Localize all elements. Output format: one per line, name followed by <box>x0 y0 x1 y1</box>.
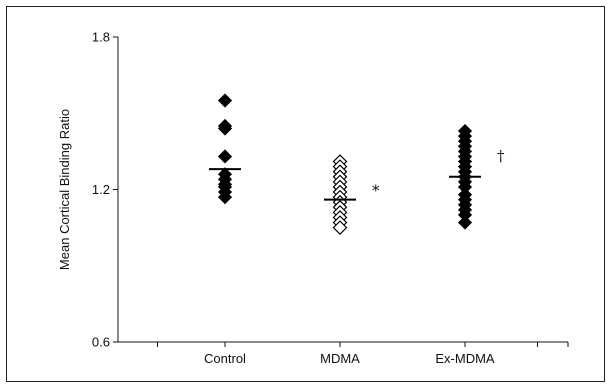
x-tick-label: MDMA <box>320 351 360 366</box>
data-point <box>217 149 233 164</box>
chart-frame: 0.6 1.2 1.8 Control MDMA Ex-MDMA Mean Cortical… <box>6 6 605 382</box>
y-tick-label: 1.2 <box>92 182 110 197</box>
data-marks <box>209 93 481 235</box>
data-point <box>217 93 233 108</box>
axis-labels: 0.6 1.2 1.8 Control MDMA Ex-MDMA Mean Cortical… <box>57 30 505 367</box>
significance-mark: * <box>372 182 380 200</box>
data-point <box>332 220 348 235</box>
y-tick-label: 1.8 <box>92 30 110 45</box>
x-tick-label: Control <box>204 351 246 366</box>
y-tick-label: 0.6 <box>92 335 110 350</box>
significance-mark: † <box>497 147 505 165</box>
axes <box>113 36 569 347</box>
data-point <box>217 121 233 136</box>
x-tick-label: Ex-MDMA <box>435 351 495 366</box>
data-point <box>457 215 473 230</box>
scatter-plot: 0.6 1.2 1.8 Control MDMA Ex-MDMA Mean Cortical… <box>57 30 569 367</box>
y-axis-title: Mean Cortical Binding Ratio <box>57 109 72 270</box>
data-point <box>217 190 233 205</box>
